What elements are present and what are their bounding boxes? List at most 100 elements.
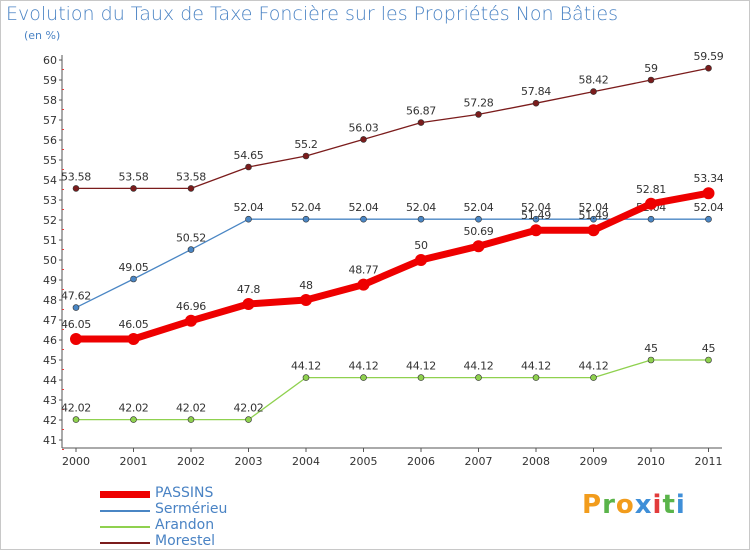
data-point [705,215,712,223]
data-label: 52.04 [406,201,436,214]
data-label: 57.28 [464,96,494,109]
x-tick-label: 2009 [580,455,608,468]
y-tick-label: 48 [43,294,57,307]
data-point [647,215,655,223]
data-label: 45 [702,342,716,355]
x-tick-label: 2007 [465,455,493,468]
data-label: 44.12 [291,360,321,373]
x-tick-label: 2008 [522,455,550,468]
legend-swatch [100,510,150,512]
data-point [530,224,542,237]
data-label: 52.81 [636,183,666,196]
data-point [300,294,312,306]
y-tick-label: 45 [43,354,57,367]
data-label: 42.02 [176,402,206,415]
data-label: 55.2 [294,138,317,151]
data-point [587,224,600,237]
data-label: 53.58 [119,170,149,183]
chart-title: Evolution du Taux de Taxe Foncière sur l… [6,3,619,25]
data-point [187,416,195,423]
y-tick-label: 44 [43,374,57,387]
data-label: 52.04 [521,201,551,214]
data-label: 54.65 [234,149,264,162]
data-label: 46.96 [176,300,206,313]
y-tick-label: 49 [43,274,57,287]
y-tick-label: 41 [43,434,57,447]
data-label: 59 [644,62,658,75]
data-label: 52.04 [234,201,264,214]
data-point [590,88,597,95]
data-point [72,416,80,423]
proxiti-logo: Proxiti [582,490,686,520]
data-point [357,278,370,291]
y-tick-label: 47 [43,314,57,327]
y-tick-label: 43 [43,394,57,407]
data-point [245,416,252,423]
data-label: 46.05 [119,318,149,331]
data-point [245,215,252,223]
data-point [532,215,540,223]
data-label: 47.62 [61,290,91,303]
legend-item: Sermérieu [100,501,360,519]
data-label: 51.49 [521,209,551,222]
data-label: 52.04 [291,201,321,214]
data-point [130,416,137,423]
data-label: 51.49 [579,209,609,222]
data-label: 56.87 [406,105,436,118]
data-point [360,215,367,223]
x-tick-label: 2002 [177,455,205,468]
data-point [130,185,137,192]
data-point [590,215,597,223]
data-point [417,119,425,126]
legend-label: Arandon [155,517,215,533]
data-point [360,374,367,381]
data-point [302,152,310,160]
data-point [72,185,80,192]
data-label: 42.02 [61,402,91,415]
data-point [647,356,655,364]
data-point [245,163,252,171]
data-point [415,254,427,266]
legend-swatch [100,491,150,498]
x-tick-label: 2004 [292,455,320,468]
data-label: 53.34 [694,172,724,185]
logo-letter: o [615,490,635,520]
data-label: 58.42 [579,74,609,87]
legend-item: Arandon [100,517,360,535]
data-point [647,76,655,84]
data-point [187,246,195,253]
legend-label: Sermérieu [155,501,228,517]
data-point [705,356,712,364]
y-tick-label: 46 [43,334,57,347]
data-label: 44.12 [349,360,379,373]
logo-letter: i [675,490,686,520]
y-tick-label: 53 [43,194,57,207]
series-line [76,189,710,343]
data-point [360,136,367,143]
logo-letter: x [634,490,653,520]
data-point [130,275,137,283]
data-label: 44.12 [579,360,609,373]
data-label: 52.04 [579,201,609,214]
y-tick-label: 60 [43,54,57,67]
y-tick-label: 55 [43,154,57,167]
data-label: 50.69 [464,225,494,238]
data-point [475,215,482,223]
unit-label: (en %) [24,29,61,42]
data-label: 44.12 [521,360,551,373]
data-label: 52.04 [694,201,724,214]
data-label: 42.02 [234,402,264,415]
data-point [72,304,80,311]
y-tick-label: 58 [43,94,57,107]
data-label: 57.84 [521,85,551,98]
x-tick-label: 2006 [407,455,435,468]
logo-letter: t [662,490,676,520]
logo-letter: r [602,490,616,520]
x-tick-label: 2011 [695,455,723,468]
data-point [127,333,140,345]
data-label: 59.59 [694,50,724,63]
data-point [417,374,425,381]
data-label: 50.52 [176,232,206,245]
series-line [75,218,709,309]
